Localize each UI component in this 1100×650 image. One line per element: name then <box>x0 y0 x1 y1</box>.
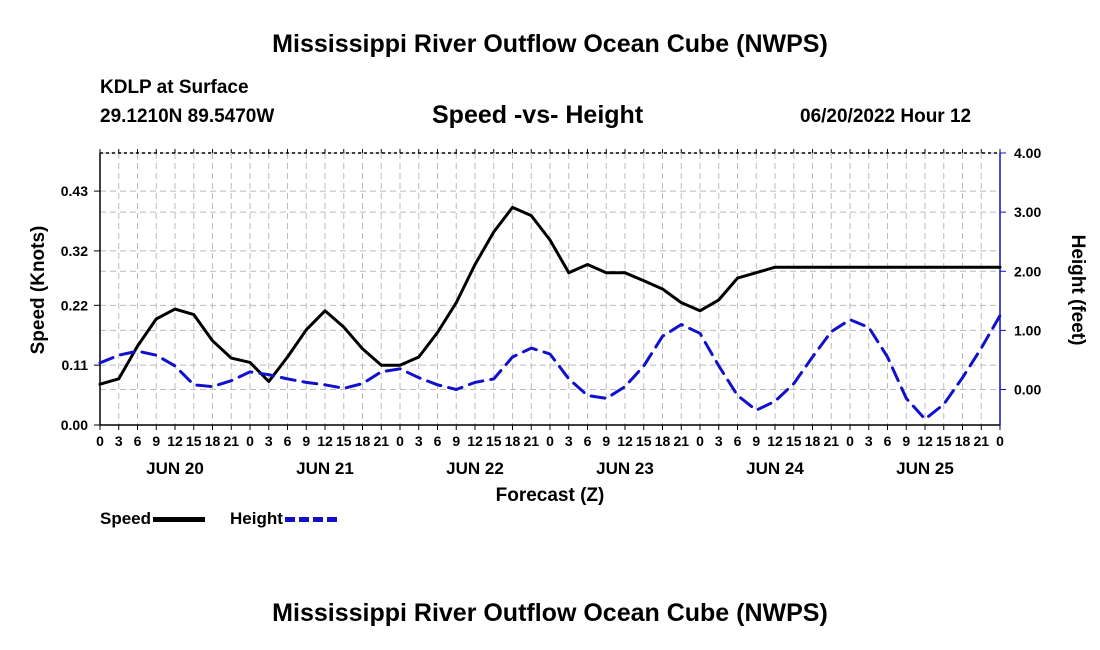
x-tick-label: 21 <box>223 433 239 449</box>
x-tick-label: 0 <box>546 433 554 449</box>
x-axis-label: Forecast (Z) <box>496 485 605 506</box>
legend-height: Height <box>230 509 337 529</box>
x-tick-label: 12 <box>167 433 183 449</box>
x-tick-label: 0 <box>696 433 704 449</box>
x-tick-label: 15 <box>486 433 502 449</box>
x-tick-label: 18 <box>505 433 521 449</box>
grid <box>100 152 1000 425</box>
day-label: JUN 25 <box>896 459 954 478</box>
x-tick-label: 0 <box>846 433 854 449</box>
x-tick-label: 15 <box>786 433 802 449</box>
y-tick-label-right: 4.00 <box>1014 145 1041 161</box>
right-axis-ticks: 0.00 1.00 2.00 3.00 4.00 <box>1000 145 1041 398</box>
x-tick-label: 9 <box>602 433 610 449</box>
x-tick-label: 21 <box>823 433 839 449</box>
day-label: JUN 23 <box>596 459 654 478</box>
y-axis-label-right: Height (feet) <box>1067 235 1088 346</box>
x-tick-label: 6 <box>584 433 592 449</box>
y-tick-label-left: 0.43 <box>61 183 88 199</box>
day-labels: JUN 20 JUN 21 JUN 22 JUN 23 JUN 24 JUN 25 <box>146 459 954 478</box>
coordinates-label: 29.1210N 89.5470W <box>100 106 275 127</box>
x-tick-label: 15 <box>636 433 652 449</box>
y-tick-label-right: 0.00 <box>1014 382 1041 398</box>
x-tick-label: 6 <box>734 433 742 449</box>
x-tick-label: 15 <box>336 433 352 449</box>
x-tick-label: 9 <box>152 433 160 449</box>
series-lines <box>98 205 1002 421</box>
legend-speed-label: Speed <box>100 509 152 528</box>
x-tick-label: 0 <box>396 433 404 449</box>
x-tick-label: 9 <box>302 433 310 449</box>
x-tick-label: 18 <box>355 433 371 449</box>
x-tick-label: 6 <box>434 433 442 449</box>
y-tick-label-right: 1.00 <box>1014 322 1041 338</box>
x-tick-label: 0 <box>996 433 1004 449</box>
x-tick-label: 18 <box>955 433 971 449</box>
x-tick-label: 21 <box>373 433 389 449</box>
x-tick-label: 3 <box>715 433 723 449</box>
footer-title: Mississippi River Outflow Ocean Cube (NW… <box>272 599 828 627</box>
x-tick-label: 3 <box>415 433 423 449</box>
x-tick-label: 12 <box>317 433 333 449</box>
x-axis-ticks: 0 3 6 9 12 15 18 21 0 3 6 9 12 15 18 21 0 3 6 9 12 15 18 21 0 3 6 9… <box>96 149 1004 449</box>
x-tick-label: 18 <box>655 433 671 449</box>
x-tick-label: 6 <box>284 433 292 449</box>
x-tick-label: 15 <box>936 433 952 449</box>
station-label: KDLP at Surface <box>100 77 249 98</box>
y-tick-label-left: 0.00 <box>61 417 88 433</box>
x-tick-label: 15 <box>186 433 202 449</box>
series-line-height <box>98 314 1002 421</box>
day-label: JUN 20 <box>146 459 204 478</box>
y-axis-label-left: Speed (Knots) <box>28 226 49 355</box>
x-tick-label: 3 <box>265 433 273 449</box>
day-label: JUN 21 <box>296 459 354 478</box>
x-tick-label: 3 <box>115 433 123 449</box>
y-tick-label-left: 0.32 <box>61 243 88 259</box>
x-tick-label: 18 <box>205 433 221 449</box>
x-tick-label: 3 <box>565 433 573 449</box>
forecast-datetime: 06/20/2022 Hour 12 <box>800 106 972 127</box>
day-label: JUN 24 <box>746 459 804 478</box>
left-axis-ticks: 0.00 0.11 0.22 0.32 0.43 <box>61 183 100 433</box>
x-tick-label: 0 <box>246 433 254 449</box>
x-tick-label: 3 <box>865 433 873 449</box>
x-tick-label: 12 <box>617 433 633 449</box>
x-tick-label: 9 <box>452 433 460 449</box>
x-tick-label: 9 <box>752 433 760 449</box>
chart-title: Speed -vs- Height <box>432 101 644 129</box>
x-tick-label: 18 <box>805 433 821 449</box>
legend-speed: Speed <box>100 509 206 529</box>
x-tick-label: 6 <box>134 433 142 449</box>
day-label: JUN 22 <box>446 459 504 478</box>
series-line-speed <box>98 205 1002 386</box>
y-tick-label-right: 3.00 <box>1014 204 1041 220</box>
x-tick-label: 21 <box>973 433 989 449</box>
x-tick-label: 12 <box>467 433 483 449</box>
x-tick-label: 0 <box>96 433 104 449</box>
legend-height-label: Height <box>230 509 283 528</box>
legend-height-swatch <box>284 517 337 523</box>
x-tick-label: 12 <box>917 433 933 449</box>
x-tick-label: 21 <box>523 433 539 449</box>
y-tick-label-left: 0.11 <box>62 357 89 373</box>
x-tick-label: 12 <box>767 433 783 449</box>
x-tick-label: 21 <box>673 433 689 449</box>
y-tick-label-right: 2.00 <box>1014 263 1041 279</box>
x-tick-label: 6 <box>884 433 892 449</box>
x-tick-label: 9 <box>902 433 910 449</box>
legend-speed-swatch <box>153 517 206 523</box>
y-tick-label-left: 0.22 <box>61 297 88 313</box>
page-title: Mississippi River Outflow Ocean Cube (NW… <box>272 30 828 58</box>
